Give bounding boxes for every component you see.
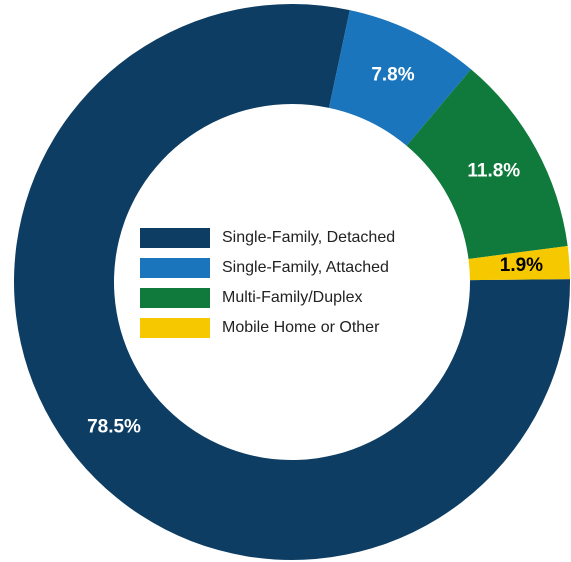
legend-label: Mobile Home or Other [222, 319, 380, 336]
donut-slice [13, 4, 570, 561]
legend-label: Single-Family, Detached [222, 229, 395, 246]
legend-label: Single-Family, Attached [222, 259, 389, 276]
value-label: 78.5% [87, 417, 141, 438]
value-label: 7.8% [371, 64, 414, 85]
value-label: 11.8% [467, 161, 520, 182]
legend-swatch [140, 318, 210, 338]
donut-slice [406, 69, 568, 259]
donut-slice [329, 10, 471, 146]
legend-swatch [140, 228, 210, 248]
legend-label: Multi-Family/Duplex [222, 289, 362, 306]
legend-swatch [140, 258, 210, 278]
donut-slice [468, 246, 570, 281]
legend-swatch [140, 288, 210, 308]
value-label: 1.9% [500, 255, 543, 276]
